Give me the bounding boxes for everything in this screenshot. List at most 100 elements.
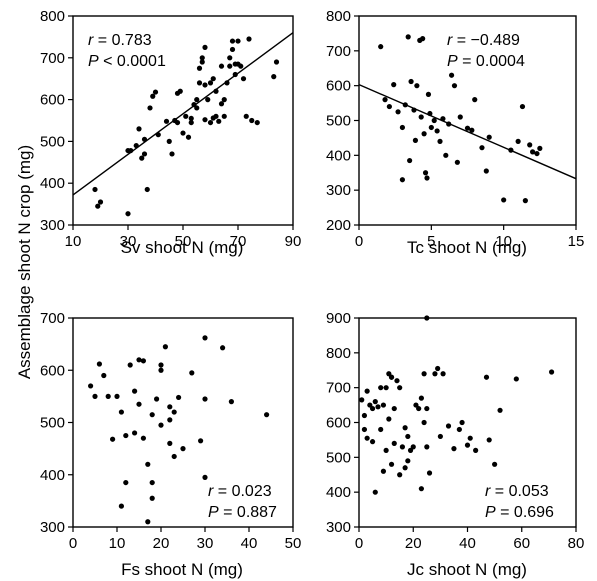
- panel-sv: r = 0.783 P < 0.0001 Sv shoot N (mg) 10 3…: [40, 8, 301, 257]
- r-label: r = 0.023: [208, 483, 272, 500]
- data-point: [227, 63, 233, 69]
- data-point: [443, 152, 449, 158]
- data-point: [513, 376, 519, 382]
- data-point: [229, 38, 236, 44]
- y-tick-label: 300: [40, 217, 65, 234]
- shared-y-axis-label: Assemblage shoot N crop (mg): [15, 145, 34, 379]
- data-point: [414, 83, 420, 89]
- data-point: [437, 138, 443, 144]
- data-point: [402, 465, 408, 471]
- data-point: [240, 76, 247, 82]
- data-point: [364, 388, 370, 394]
- p-label: P = 0.887: [208, 504, 277, 521]
- data-point: [515, 138, 521, 144]
- data-point: [199, 59, 205, 65]
- x-tick-label: 70: [230, 233, 247, 250]
- x-tick-label: 15: [568, 233, 585, 250]
- data-point: [189, 370, 195, 376]
- y-tick-label: 800: [40, 8, 65, 25]
- data-point: [369, 405, 376, 412]
- r-value: = 0.783: [98, 32, 152, 49]
- data-point: [386, 371, 392, 377]
- data-point: [128, 147, 134, 154]
- data-point: [154, 396, 160, 402]
- y-tick-label: 500: [326, 113, 351, 130]
- data-point: [378, 426, 384, 433]
- data-point: [527, 142, 533, 148]
- data-point: [399, 124, 405, 131]
- data-point: [145, 519, 151, 525]
- data-point: [141, 136, 148, 142]
- data-point: [140, 358, 146, 364]
- data-point: [519, 103, 526, 110]
- data-point: [229, 46, 236, 53]
- data-point: [133, 142, 139, 149]
- data-point: [149, 412, 155, 418]
- data-point: [431, 117, 437, 124]
- data-point: [202, 335, 208, 341]
- y-tick-label: 300: [40, 519, 65, 536]
- data-point: [473, 447, 479, 453]
- data-point: [202, 474, 208, 480]
- data-point: [383, 385, 389, 391]
- y-tick-label: 500: [326, 449, 351, 466]
- data-point: [167, 404, 173, 410]
- data-point: [132, 430, 138, 436]
- data-point: [469, 127, 475, 133]
- data-point: [548, 369, 555, 375]
- data-point: [169, 151, 175, 157]
- data-point: [440, 371, 446, 377]
- data-point: [446, 121, 452, 127]
- data-point: [405, 458, 411, 464]
- data-point: [210, 115, 216, 121]
- data-point: [420, 36, 426, 42]
- data-point: [235, 38, 241, 44]
- data-point: [407, 447, 414, 453]
- data-point: [246, 36, 252, 42]
- data-point: [158, 367, 164, 373]
- x-tick-label: 0: [355, 535, 363, 552]
- data-point: [95, 203, 101, 209]
- p-label: P < 0.0001: [88, 53, 166, 70]
- data-point: [424, 444, 430, 450]
- data-point: [534, 150, 540, 157]
- data-point: [224, 80, 230, 86]
- y-tick-label: 700: [40, 50, 65, 67]
- data-point: [218, 63, 225, 69]
- data-point: [483, 374, 490, 380]
- data-point: [205, 97, 211, 103]
- data-point: [194, 105, 200, 111]
- data-point: [397, 385, 403, 391]
- y-tick-label: 800: [326, 345, 351, 362]
- data-point: [180, 446, 186, 452]
- r-label: r = −0.489: [447, 32, 520, 49]
- data-point: [380, 468, 387, 474]
- data-point: [411, 107, 417, 113]
- r-value: = 0.023: [218, 483, 272, 500]
- data-point: [399, 444, 405, 450]
- data-point: [435, 365, 441, 372]
- data-point: [378, 385, 384, 391]
- data-point: [369, 439, 376, 445]
- data-point: [388, 374, 395, 380]
- data-point: [202, 396, 208, 402]
- x-tick-label: 50: [285, 535, 302, 552]
- y-tick-label: 400: [326, 147, 351, 164]
- data-point: [176, 394, 182, 401]
- data-point: [149, 479, 155, 486]
- x-tick-label: 0: [355, 233, 363, 250]
- data-point: [426, 470, 433, 476]
- x-tick-label: 50: [175, 233, 192, 250]
- data-point: [110, 436, 116, 442]
- data-point: [123, 432, 129, 439]
- data-point: [418, 395, 424, 401]
- data-point: [537, 145, 543, 151]
- data-point: [397, 472, 403, 478]
- data-point: [177, 88, 183, 94]
- p-label: P = 0.696: [485, 504, 554, 521]
- data-point: [391, 82, 397, 88]
- x-axis-label: Fs shoot N (mg): [121, 560, 243, 579]
- regression-line: [358, 83, 577, 180]
- data-point: [422, 170, 429, 176]
- x-tick-label: 80: [568, 535, 585, 552]
